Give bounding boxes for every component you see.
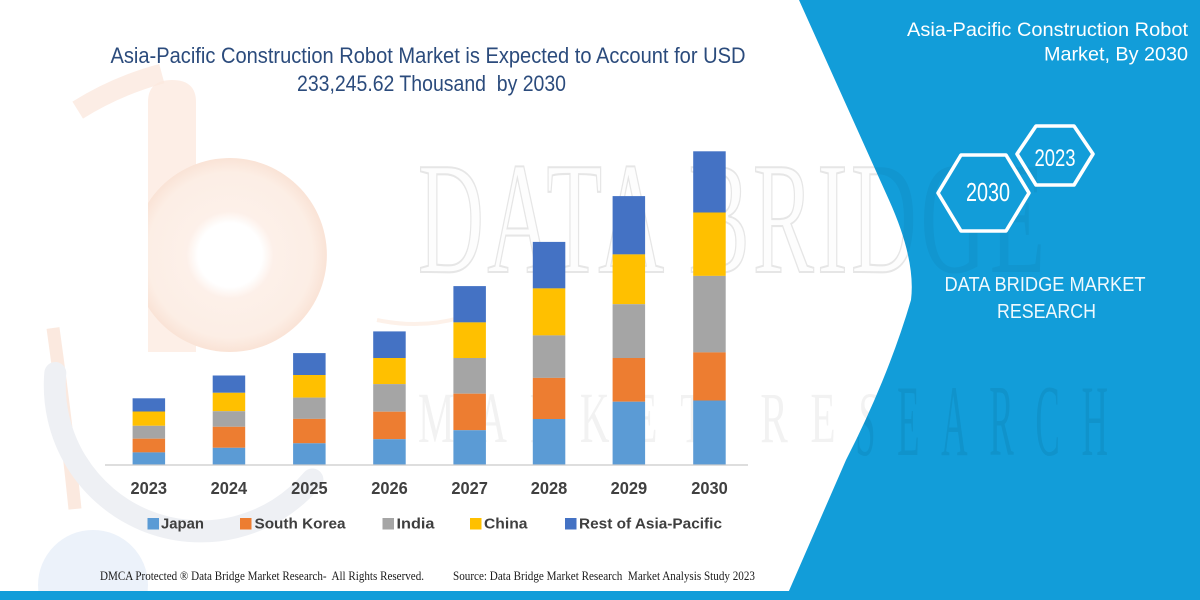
svg-text:Japan: Japan xyxy=(161,517,204,533)
svg-text:Source: Data Bridge Market Res: Source: Data Bridge Market Research Mark… xyxy=(453,568,755,583)
svg-text:China: China xyxy=(484,517,529,533)
svg-text:2028: 2028 xyxy=(531,478,568,498)
svg-text:2023: 2023 xyxy=(131,478,168,498)
svg-text:Market, By 2030: Market, By 2030 xyxy=(1044,44,1188,66)
svg-text:2026: 2026 xyxy=(371,478,408,498)
svg-text:2029: 2029 xyxy=(611,478,648,498)
svg-text:Rest of Asia-Pacific: Rest of Asia-Pacific xyxy=(579,517,722,533)
svg-text:DMCA Protected ® Data Bridge M: DMCA Protected ® Data Bridge Market Rese… xyxy=(100,568,424,583)
svg-text:233,245.62 Thousand by 2030: 233,245.62 Thousand by 2030 xyxy=(297,71,566,96)
svg-text:2023: 2023 xyxy=(1035,145,1076,172)
svg-text:2030: 2030 xyxy=(691,478,728,498)
svg-text:Asia-Pacific Construction Robo: Asia-Pacific Construction Robot Market i… xyxy=(111,43,746,68)
svg-text:Asia-Pacific Construction Robo: Asia-Pacific Construction Robot xyxy=(907,19,1189,41)
svg-text:2024: 2024 xyxy=(211,478,248,498)
svg-text:India: India xyxy=(397,517,436,533)
svg-text:RESEARCH: RESEARCH xyxy=(997,301,1096,323)
svg-text:DATA BRIDGE MARKET: DATA BRIDGE MARKET xyxy=(945,274,1146,296)
svg-text:2025: 2025 xyxy=(291,478,328,498)
svg-text:South Korea: South Korea xyxy=(255,517,347,533)
svg-text:2027: 2027 xyxy=(451,478,488,498)
svg-text:2030: 2030 xyxy=(966,177,1010,207)
